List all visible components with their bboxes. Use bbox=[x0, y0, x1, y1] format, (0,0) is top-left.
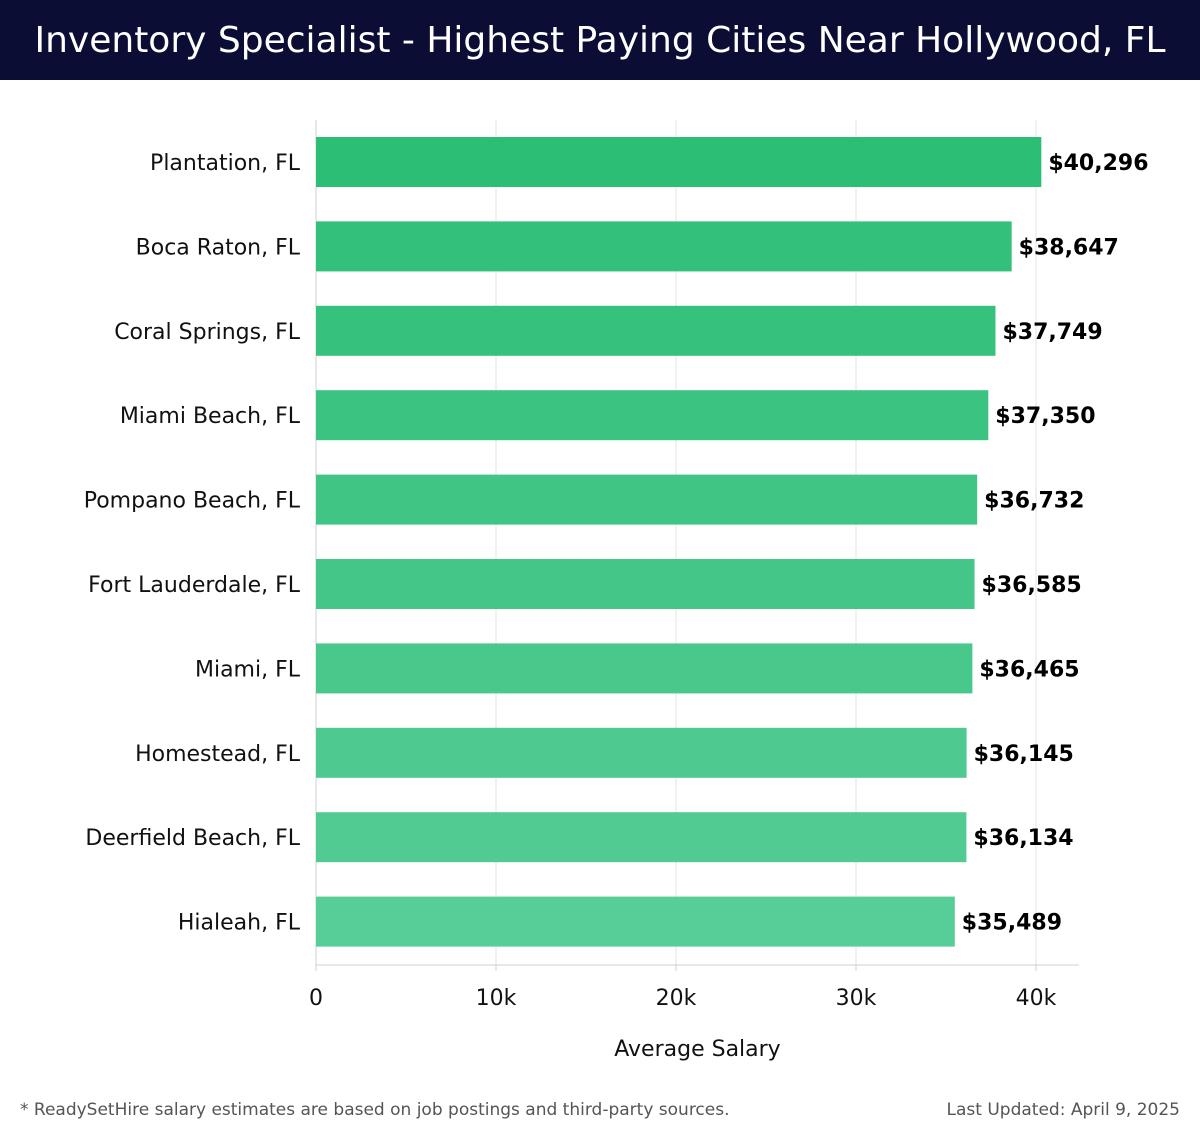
category-label: Coral Springs, FL bbox=[114, 320, 301, 345]
x-tick-label: 40k bbox=[1016, 986, 1057, 1011]
bar bbox=[316, 221, 1012, 272]
value-label: $36,145 bbox=[974, 742, 1074, 767]
category-label: Miami, FL bbox=[195, 657, 301, 682]
category-label: Plantation, FL bbox=[150, 151, 301, 176]
bar bbox=[316, 305, 996, 356]
category-label: Fort Lauderdale, FL bbox=[88, 573, 301, 598]
x-tick-label: 10k bbox=[476, 986, 517, 1011]
category-label: Homestead, FL bbox=[135, 742, 301, 767]
bar bbox=[316, 727, 967, 778]
value-label: $36,465 bbox=[979, 657, 1079, 682]
bar bbox=[316, 643, 973, 694]
value-label: $36,134 bbox=[973, 826, 1073, 851]
value-label: $36,585 bbox=[982, 573, 1082, 598]
last-updated-label: Last Updated: April 9, 2025 bbox=[946, 1100, 1180, 1120]
chart-header: Inventory Specialist - Highest Paying Ci… bbox=[0, 0, 1200, 80]
x-tick-label: 30k bbox=[836, 986, 877, 1011]
bar bbox=[316, 896, 955, 947]
x-tick-label: 20k bbox=[656, 986, 697, 1011]
value-label: $38,647 bbox=[1019, 235, 1119, 260]
chart-title: Inventory Specialist - Highest Paying Ci… bbox=[34, 19, 1166, 61]
bar bbox=[316, 390, 989, 441]
category-label: Boca Raton, FL bbox=[136, 235, 301, 260]
bar bbox=[316, 137, 1042, 187]
category-label: Deerfield Beach, FL bbox=[85, 826, 300, 851]
bar bbox=[316, 474, 978, 525]
bar bbox=[316, 812, 967, 863]
value-label: $37,749 bbox=[1002, 320, 1102, 345]
bar-chart: 0 10k 20k 30k 40k Average Salary Plantation, F… bbox=[84, 120, 1149, 1062]
value-label: $35,489 bbox=[962, 911, 1062, 936]
bar bbox=[316, 559, 975, 609]
value-label: $40,296 bbox=[1048, 151, 1148, 176]
x-axis-label: Average Salary bbox=[614, 1037, 780, 1062]
value-label: $37,350 bbox=[995, 404, 1095, 429]
category-label: Hialeah, FL bbox=[178, 911, 301, 936]
x-tick-label: 0 bbox=[309, 986, 323, 1011]
category-label: Miami Beach, FL bbox=[120, 404, 301, 429]
footer-disclaimer: * ReadySetHire salary estimates are base… bbox=[20, 1100, 730, 1120]
category-label: Pompano Beach, FL bbox=[84, 489, 301, 514]
value-label: $36,732 bbox=[984, 489, 1084, 514]
